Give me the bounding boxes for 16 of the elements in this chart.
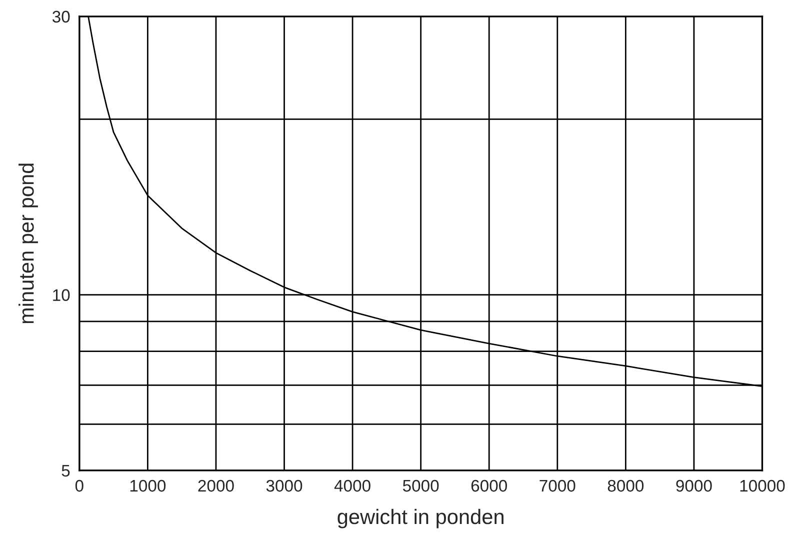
x-axis-title: gewicht in ponden [338, 508, 504, 528]
x-tick-label: 5000 [402, 480, 439, 492]
x-tick-label: 10000 [740, 480, 785, 492]
x-tick-label: 6000 [471, 480, 507, 492]
y-tick-label: 30 [52, 10, 70, 23]
x-tick-label: 0 [75, 480, 84, 492]
x-tick-label: 1000 [130, 480, 166, 492]
x-tick-label: 7000 [540, 480, 576, 492]
y-axis-title: minuten per pond [18, 164, 38, 324]
x-tick-label: 9000 [676, 480, 712, 492]
x-tick-label: 8000 [608, 480, 644, 492]
y-tick-label: 10 [53, 289, 70, 301]
x-tick-label: 3000 [266, 480, 302, 492]
x-tick-label: 4000 [334, 480, 370, 492]
y-tick-label: 5 [62, 464, 70, 477]
x-tick-label: 2000 [198, 480, 234, 492]
